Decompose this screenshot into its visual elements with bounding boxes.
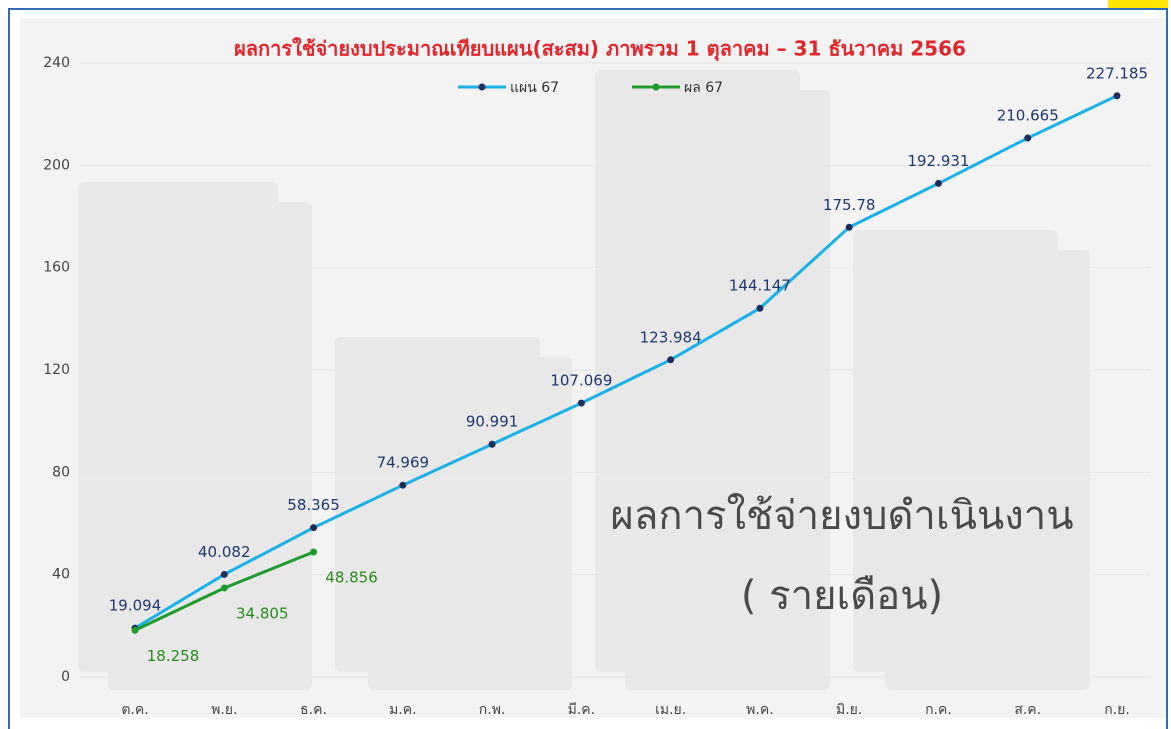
point: [399, 481, 407, 489]
y-tick-label: 80: [52, 464, 70, 480]
decor-box: [368, 357, 572, 690]
data-label: 144.147: [729, 277, 791, 295]
point: [220, 584, 228, 592]
data-label: 34.805: [236, 604, 289, 622]
legend-label: ผล 67: [684, 80, 723, 96]
point: [310, 548, 318, 556]
point: [667, 356, 675, 364]
x-tick-label: พ.ย.: [211, 702, 237, 718]
data-label: 90.991: [466, 413, 519, 431]
x-tick-label: ก.ย.: [1104, 702, 1130, 718]
y-tick-label: 0: [61, 669, 70, 685]
series-line: [134, 94, 1118, 630]
x-tick-label: มิ.ย.: [836, 702, 862, 718]
chart-title: ผลการใช้จ่ายงบประมาณเทียบแผน(สะสม) ภาพรว…: [234, 37, 966, 62]
x-tick-label: ต.ค.: [121, 702, 148, 718]
x-tick-label: ก.พ.: [479, 702, 506, 718]
data-label: 40.082: [198, 543, 251, 561]
x-tick-label: เม.ย.: [655, 702, 686, 718]
data-label: 48.856: [325, 569, 378, 587]
data-label: 210.665: [997, 107, 1059, 125]
x-tick-label: มี.ค.: [568, 702, 596, 718]
data-label: 192.931: [907, 152, 969, 170]
decor-box: [885, 250, 1090, 690]
x-tick-label: พ.ค.: [746, 702, 774, 718]
decor-box: [108, 202, 312, 690]
x-tick-label: ธ.ค.: [300, 702, 327, 718]
y-tick-label: 200: [43, 157, 70, 173]
highlight: [1108, 0, 1168, 10]
point: [131, 626, 139, 634]
data-label: 175.78: [823, 196, 876, 214]
point: [934, 179, 942, 187]
data-label: 58.365: [287, 496, 340, 514]
x-tick-label: ก.ค.: [925, 702, 952, 718]
annotation: ( รายเดือน): [741, 573, 943, 619]
point: [310, 524, 318, 532]
decor-box: [625, 90, 830, 690]
x-tick-label: ม.ค.: [389, 702, 417, 718]
data-label: 18.258: [147, 647, 200, 665]
point: [1113, 92, 1121, 100]
data-label: 74.969: [377, 454, 430, 472]
legend-marker: [478, 83, 486, 91]
data-label: 227.185: [1086, 64, 1148, 82]
annotation: ผลการใช้จ่ายงบดำเนินงาน: [610, 492, 1073, 539]
point: [488, 440, 496, 448]
data-label: 107.069: [550, 372, 612, 390]
y-tick-label: 120: [43, 362, 70, 378]
decor: [78, 70, 1090, 690]
x-tick-label: ส.ค.: [1014, 702, 1041, 718]
y-tick-label: 240: [43, 55, 70, 71]
y-tick-label: 160: [43, 260, 70, 276]
legend-marker: [652, 83, 660, 91]
data-label: 123.984: [640, 328, 702, 346]
point: [1024, 134, 1032, 142]
point: [845, 223, 853, 231]
point: [756, 304, 764, 312]
point: [577, 399, 585, 407]
data-label: 19.094: [109, 597, 162, 615]
legend-label: แผน 67: [510, 80, 559, 96]
point: [220, 570, 228, 578]
y-tick-label: 40: [52, 567, 70, 583]
